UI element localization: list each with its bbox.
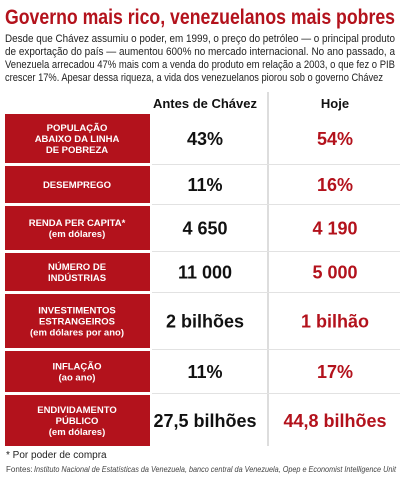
value-now: 4 190 xyxy=(312,219,357,239)
value-before: 11% xyxy=(187,175,222,195)
row-label-box xyxy=(5,206,150,250)
value-before: 27,5 bilhões xyxy=(153,411,256,431)
value-before: 4 650 xyxy=(182,219,227,239)
column-header: Antes de Chávez xyxy=(153,96,258,111)
row-label-box xyxy=(5,114,150,163)
row-label: (em dólares por ano) xyxy=(30,328,124,339)
value-now: 44,8 bilhões xyxy=(283,411,386,431)
intro-line: de exportação do país — aumentou 600% no… xyxy=(5,46,396,58)
row-label-box xyxy=(5,395,150,446)
value-before: 43% xyxy=(187,129,223,149)
row-label: POPULAÇÃO xyxy=(47,123,108,134)
row-label: INVESTIMENTOS xyxy=(38,306,115,317)
row-label: (em dólares) xyxy=(49,229,106,240)
intro-line: crescer 17%. Apesar dessa riqueza, a vid… xyxy=(5,72,383,84)
value-before: 11% xyxy=(187,362,222,382)
row-label-box xyxy=(5,166,150,203)
row-label: INFLAÇÃO xyxy=(52,362,101,373)
value-now: 16% xyxy=(317,175,353,195)
row-label: (em dólares) xyxy=(49,427,106,438)
row-label: ENDIVIDAMENTO xyxy=(37,405,117,416)
sources-text: Instituto Nacional de Estatísticas da Ve… xyxy=(34,465,397,474)
row-label: (ao ano) xyxy=(59,373,96,384)
row-label-box xyxy=(5,351,150,392)
row-label: RENDA PER CAPITA* xyxy=(29,218,126,229)
intro-line: Venezuela arrecadou 47% mais com a venda… xyxy=(5,59,395,71)
intro-line: Desde que Chávez assumiu o poder, em 199… xyxy=(5,33,395,45)
value-before: 11 000 xyxy=(178,263,232,283)
sources-label: Fontes: xyxy=(6,465,33,474)
value-now: 17% xyxy=(317,362,353,382)
row-label-box xyxy=(5,294,150,348)
row-label: DE POBREZA xyxy=(46,145,108,156)
row-label: ABAIXO DA LINHA xyxy=(35,134,120,145)
row-label: DESEMPREGO xyxy=(43,180,111,191)
row-label: INDÚSTRIAS xyxy=(48,272,106,284)
row-label: PÚBLICO xyxy=(56,415,99,427)
value-before: 2 bilhões xyxy=(166,312,244,332)
value-now: 54% xyxy=(317,129,353,149)
row-label: ESTRANGEIROS xyxy=(39,317,115,328)
footnote: * Por poder de compra xyxy=(6,450,107,461)
row-label-box xyxy=(5,253,150,291)
title: Governo mais rico, venezuelanos mais pob… xyxy=(5,6,395,29)
value-now: 1 bilhão xyxy=(301,312,369,332)
column-header: Hoje xyxy=(321,96,349,111)
value-now: 5 000 xyxy=(312,263,357,283)
row-label: NÚMERO DE xyxy=(48,261,106,273)
